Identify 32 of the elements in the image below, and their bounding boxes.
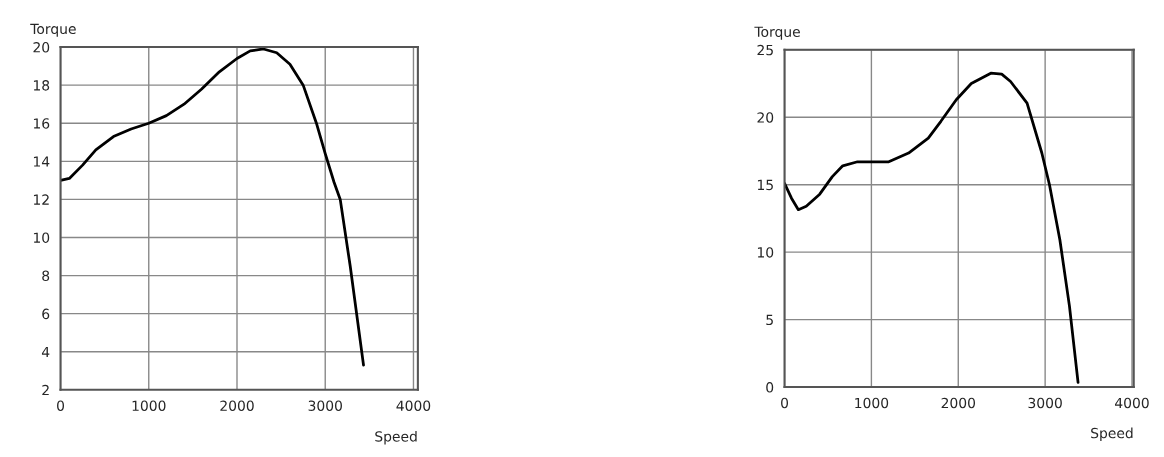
x-tick-label: 1000	[855, 397, 889, 409]
x-tick-label: 4000	[396, 400, 431, 411]
y-tick-label: 15	[757, 179, 773, 191]
y-tick-label: 20	[757, 112, 774, 123]
x-axis-title: Speed	[1091, 427, 1133, 441]
x-axis-title: Speed	[375, 430, 417, 445]
y-tick-label: 16	[33, 118, 50, 129]
x-tick-label: 0	[57, 400, 65, 411]
y-tick-label: 6	[42, 308, 50, 320]
y-tick-label: 5	[766, 314, 773, 326]
x-tick-label: 1000	[132, 400, 166, 411]
y-tick-label: 8	[42, 270, 50, 282]
y-axis-title: Torque	[754, 26, 800, 40]
x-tick-label: 2000	[941, 397, 976, 409]
y-tick-label: 14	[33, 156, 50, 167]
x-tick-label: 2000	[220, 400, 254, 411]
y-tick-label: 4	[41, 346, 50, 358]
y-tick-label: 18	[33, 80, 50, 91]
y-axis-title: Torque	[30, 23, 76, 37]
line-series	[784, 71, 1080, 384]
y-tick-label: 25	[757, 44, 773, 56]
x-tick-label: 4000	[1115, 397, 1149, 409]
y-tick-label: 2	[42, 384, 49, 396]
y-tick-label: 10	[757, 247, 774, 258]
x-tick-label: 3000	[308, 400, 342, 411]
y-tick-label: 0	[766, 382, 774, 393]
x-tick-label: 3000	[1028, 397, 1062, 409]
y-tick-label: 12	[33, 194, 49, 205]
x-tick-label: 0	[781, 397, 789, 409]
y-tick-label: 10	[33, 232, 50, 243]
y-tick-label: 20	[33, 42, 50, 53]
line-series	[60, 47, 365, 367]
